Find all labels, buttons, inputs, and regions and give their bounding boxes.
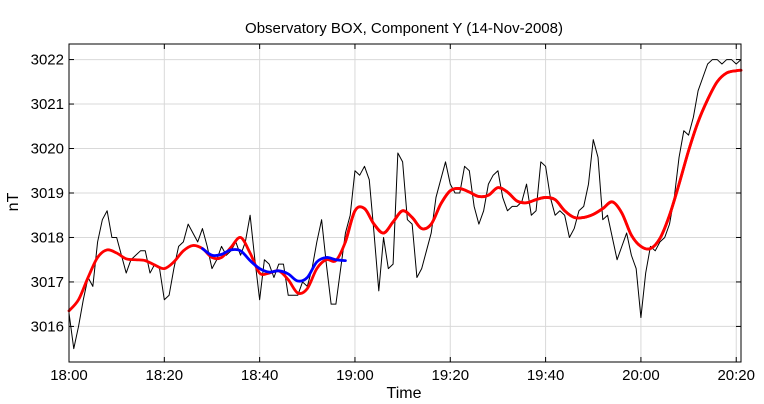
y-tick-label: 3021 bbox=[31, 96, 64, 113]
x-tick-label: 20:00 bbox=[622, 367, 660, 384]
y-tick-label: 3018 bbox=[31, 229, 64, 246]
y-tick-label: 3020 bbox=[31, 141, 64, 158]
series-layer bbox=[67, 59, 743, 350]
x-tick-label: 19:20 bbox=[432, 367, 470, 384]
grid bbox=[68, 44, 741, 362]
axis-ticks: 18:00 18:20 18:40 19:00 19:20 19:40 20:00 20:20… bbox=[31, 44, 755, 384]
y-tick-label: 3017 bbox=[31, 274, 64, 291]
x-tick-label: 20:20 bbox=[717, 367, 755, 384]
y-tick-label: 3016 bbox=[31, 318, 64, 335]
series-line-segment bbox=[201, 247, 347, 283]
x-tick-label: 18:40 bbox=[241, 367, 279, 384]
x-tick-label: 19:40 bbox=[527, 367, 565, 384]
x-tick-label: 19:00 bbox=[336, 367, 374, 384]
plot-frame bbox=[68, 43, 742, 363]
series-line-smooth-overlay bbox=[344, 68, 743, 251]
y-axis-label: nT bbox=[5, 192, 22, 211]
x-tick-label: 18:00 bbox=[50, 367, 88, 384]
x-axis-label: Time bbox=[387, 385, 422, 402]
x-tick-label: 18:20 bbox=[146, 367, 184, 384]
y-tick-label: 3019 bbox=[31, 185, 64, 202]
chart-title: Observatory BOX, Component Y (14-Nov-200… bbox=[245, 20, 563, 37]
y-tick-label: 3022 bbox=[31, 52, 64, 69]
series-line-raw bbox=[68, 59, 742, 350]
